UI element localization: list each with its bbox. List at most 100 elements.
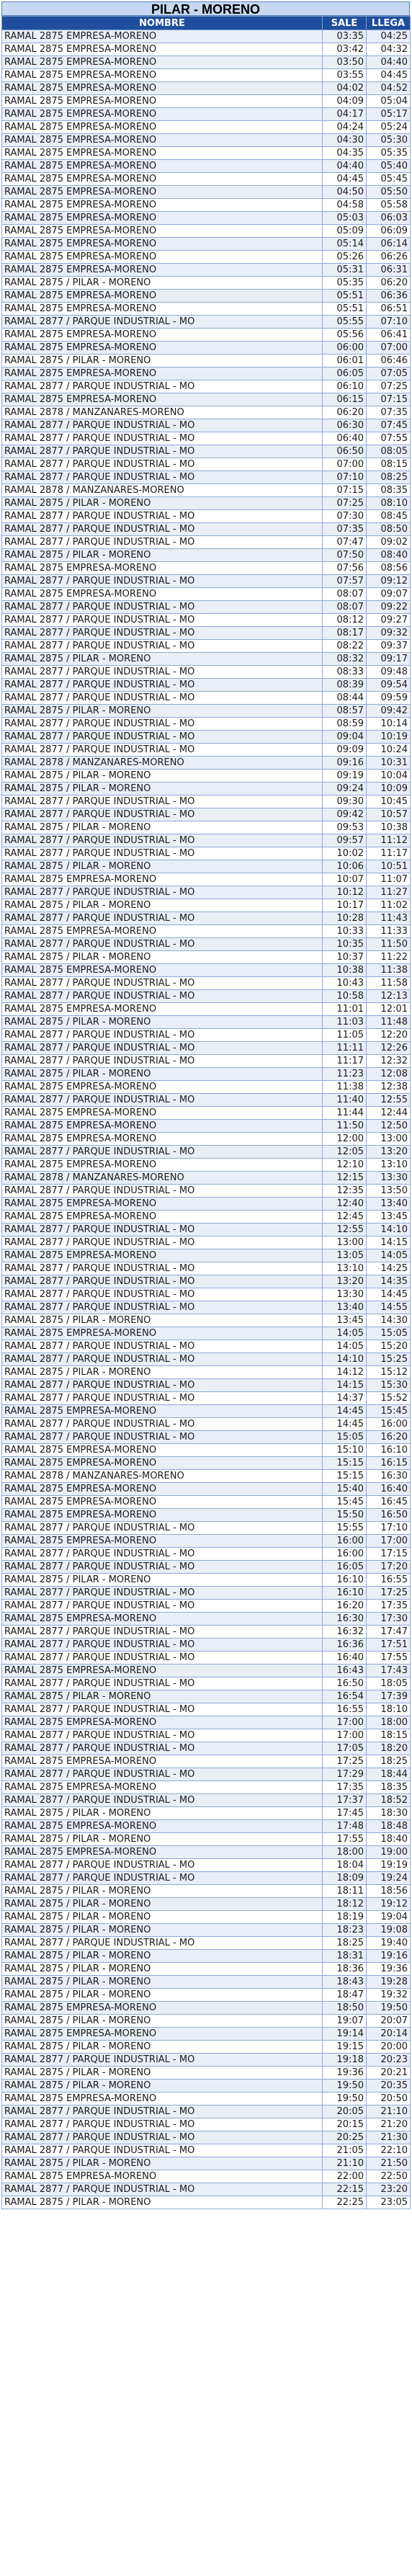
- route-name-cell: RAMAL 2875 EMPRESA-MORENO: [1, 963, 323, 977]
- table-row: RAMAL 2877 / PARQUE INDUSTRIAL - MO 10:12…: [1, 886, 411, 899]
- table-row: RAMAL 2875 / PILAR - MORENO 08:32 09:17: [1, 652, 411, 666]
- table-row: RAMAL 2875 / PILAR - MORENO 07:50 08:40: [1, 548, 411, 562]
- route-name-cell: RAMAL 2875 / PILAR - MORENO: [1, 821, 323, 834]
- departure-time-cell: 07:35: [322, 522, 367, 536]
- route-name-cell: RAMAL 2875 / PILAR - MORENO: [1, 496, 323, 510]
- route-name-cell: RAMAL 2875 / PILAR - MORENO: [1, 2014, 323, 2028]
- departure-time-cell: 04:35: [322, 146, 367, 160]
- table-row: RAMAL 2877 / PARQUE INDUSTRIAL - MO 11:05…: [1, 1028, 411, 1042]
- arrival-time-cell: 13:20: [366, 1145, 411, 1159]
- arrival-time-cell: 23:05: [366, 2196, 411, 2209]
- table-row: RAMAL 2875 EMPRESA-MORENO 07:56 08:56: [1, 561, 411, 575]
- table-row: RAMAL 2875 / PILAR - MORENO 19:07 20:07: [1, 2014, 411, 2028]
- table-row: RAMAL 2877 / PARQUE INDUSTRIAL - MO 12:05…: [1, 1145, 411, 1159]
- table-row: RAMAL 2877 / PARQUE INDUSTRIAL - MO 05:55…: [1, 315, 411, 329]
- arrival-time-cell: 09:32: [366, 626, 411, 640]
- arrival-time-cell: 12:01: [366, 1002, 411, 1016]
- table-row: RAMAL 2877 / PARQUE INDUSTRIAL - MO 19:18…: [1, 2053, 411, 2067]
- route-name-cell: RAMAL 2877 / PARQUE INDUSTRIAL - MO: [1, 834, 323, 847]
- table-row: RAMAL 2877 / PARQUE INDUSTRIAL - MO 07:47…: [1, 535, 411, 549]
- route-name-cell: RAMAL 2875 EMPRESA-MORENO: [1, 1716, 323, 1729]
- table-row: RAMAL 2877 / PARQUE INDUSTRIAL - MO 07:10…: [1, 471, 411, 484]
- arrival-time-cell: 09:07: [366, 587, 411, 601]
- arrival-time-cell: 10:45: [366, 795, 411, 808]
- departure-time-cell: 09:09: [322, 743, 367, 757]
- arrival-time-cell: 15:25: [366, 1352, 411, 1366]
- arrival-time-cell: 15:20: [366, 1340, 411, 1353]
- arrival-time-cell: 14:30: [366, 1314, 411, 1327]
- departure-time-cell: 04:45: [322, 172, 367, 186]
- route-name-cell: RAMAL 2877 / PARQUE INDUSTRIAL - MO: [1, 717, 323, 731]
- arrival-time-cell: 10:31: [366, 756, 411, 770]
- table-row: RAMAL 2877 / PARQUE INDUSTRIAL - MO 13:00…: [1, 1236, 411, 1249]
- departure-time-cell: 14:45: [322, 1404, 367, 1418]
- departure-time-cell: 21:05: [322, 2144, 367, 2157]
- departure-time-cell: 18:09: [322, 1871, 367, 1885]
- departure-time-cell: 10:02: [322, 847, 367, 860]
- arrival-time-cell: 06:14: [366, 237, 411, 251]
- arrival-time-cell: 06:41: [366, 328, 411, 342]
- departure-time-cell: 08:33: [322, 665, 367, 679]
- departure-time-cell: 20:15: [322, 2118, 367, 2131]
- arrival-time-cell: 12:50: [366, 1119, 411, 1133]
- arrival-time-cell: 21:10: [366, 2105, 411, 2118]
- table-row: RAMAL 2875 / PILAR - MORENO 17:45 18:30: [1, 1806, 411, 1820]
- arrival-time-cell: 17:51: [366, 1638, 411, 1652]
- route-name-cell: RAMAL 2875 / PILAR - MORENO: [1, 652, 323, 666]
- table-row: RAMAL 2875 / PILAR - MORENO 14:12 15:12: [1, 1365, 411, 1379]
- departure-time-cell: 09:57: [322, 834, 367, 847]
- departure-time-cell: 15:15: [322, 1469, 367, 1483]
- departure-time-cell: 19:07: [322, 2014, 367, 2028]
- arrival-time-cell: 19:40: [366, 1936, 411, 1950]
- arrival-time-cell: 19:28: [366, 1975, 411, 1989]
- arrival-time-cell: 05:35: [366, 146, 411, 160]
- route-name-cell: RAMAL 2877 / PARQUE INDUSTRIAL - MO: [1, 1093, 323, 1107]
- departure-time-cell: 08:44: [322, 691, 367, 705]
- table-row: RAMAL 2875 EMPRESA-MORENO 05:56 06:41: [1, 328, 411, 342]
- arrival-time-cell: 10:24: [366, 743, 411, 757]
- route-name-cell: RAMAL 2877 / PARQUE INDUSTRIAL - MO: [1, 2118, 323, 2131]
- arrival-time-cell: 07:25: [366, 380, 411, 393]
- route-name-cell: RAMAL 2875 EMPRESA-MORENO: [1, 1612, 323, 1626]
- table-row: RAMAL 2878 / MANZANARES-MORENO 06:20 07:35: [1, 406, 411, 419]
- arrival-time-cell: 04:40: [366, 55, 411, 69]
- route-name-cell: RAMAL 2875 / PILAR - MORENO: [1, 1910, 323, 1924]
- arrival-time-cell: 11:58: [366, 976, 411, 990]
- departure-time-cell: 07:10: [322, 471, 367, 484]
- route-name-cell: RAMAL 2875 EMPRESA-MORENO: [1, 1119, 323, 1133]
- arrival-time-cell: 09:37: [366, 639, 411, 653]
- route-name-cell: RAMAL 2877 / PARQUE INDUSTRIAL - MO: [1, 315, 323, 329]
- table-row: RAMAL 2875 EMPRESA-MORENO 11:44 12:44: [1, 1106, 411, 1120]
- route-name-cell: RAMAL 2875 EMPRESA-MORENO: [1, 1132, 323, 1146]
- arrival-time-cell: 06:09: [366, 224, 411, 238]
- table-row: RAMAL 2875 EMPRESA-MORENO 12:10 13:10: [1, 1158, 411, 1172]
- route-name-cell: RAMAL 2877 / PARQUE INDUSTRIAL - MO: [1, 445, 323, 458]
- route-name-cell: RAMAL 2877 / PARQUE INDUSTRIAL - MO: [1, 1586, 323, 1600]
- table-row: RAMAL 2875 / PILAR - MORENO 09:53 10:38: [1, 821, 411, 834]
- arrival-time-cell: 16:30: [366, 1469, 411, 1483]
- table-row: RAMAL 2875 EMPRESA-MORENO 11:38 12:38: [1, 1080, 411, 1094]
- route-name-cell: RAMAL 2875 EMPRESA-MORENO: [1, 1495, 323, 1509]
- table-row: RAMAL 2875 EMPRESA-MORENO 13:05 14:05: [1, 1249, 411, 1262]
- route-name-cell: RAMAL 2875 EMPRESA-MORENO: [1, 94, 323, 108]
- route-name-cell: RAMAL 2877 / PARQUE INDUSTRIAL - MO: [1, 1352, 323, 1366]
- departure-time-cell: 09:19: [322, 769, 367, 783]
- table-row: RAMAL 2875 EMPRESA-MORENO 05:51 06:36: [1, 289, 411, 303]
- arrival-time-cell: 18:05: [366, 1677, 411, 1690]
- route-name-cell: RAMAL 2875 / PILAR - MORENO: [1, 1314, 323, 1327]
- header-row: NOMBRE SALE LLEGA: [1, 16, 411, 30]
- departure-time-cell: 04:09: [322, 94, 367, 108]
- route-name-cell: RAMAL 2878 / MANZANARES-MORENO: [1, 406, 323, 419]
- route-name-cell: RAMAL 2875 / PILAR - MORENO: [1, 1806, 323, 1820]
- table-row: RAMAL 2875 / PILAR - MORENO 18:31 19:16: [1, 1949, 411, 1963]
- departure-time-cell: 04:30: [322, 133, 367, 147]
- arrival-time-cell: 16:15: [366, 1456, 411, 1470]
- departure-time-cell: 18:19: [322, 1910, 367, 1924]
- table-row: RAMAL 2877 / PARQUE INDUSTRIAL - MO 17:00…: [1, 1729, 411, 1742]
- route-name-cell: RAMAL 2877 / PARQUE INDUSTRIAL - MO: [1, 1275, 323, 1288]
- table-row: RAMAL 2875 EMPRESA-MORENO 18:00 19:00: [1, 1845, 411, 1859]
- table-row: RAMAL 2875 EMPRESA-MORENO 17:35 18:35: [1, 1781, 411, 1794]
- arrival-time-cell: 11:38: [366, 963, 411, 977]
- table-row: RAMAL 2877 / PARQUE INDUSTRIAL - MO 18:25…: [1, 1936, 411, 1950]
- departure-time-cell: 08:57: [322, 704, 367, 718]
